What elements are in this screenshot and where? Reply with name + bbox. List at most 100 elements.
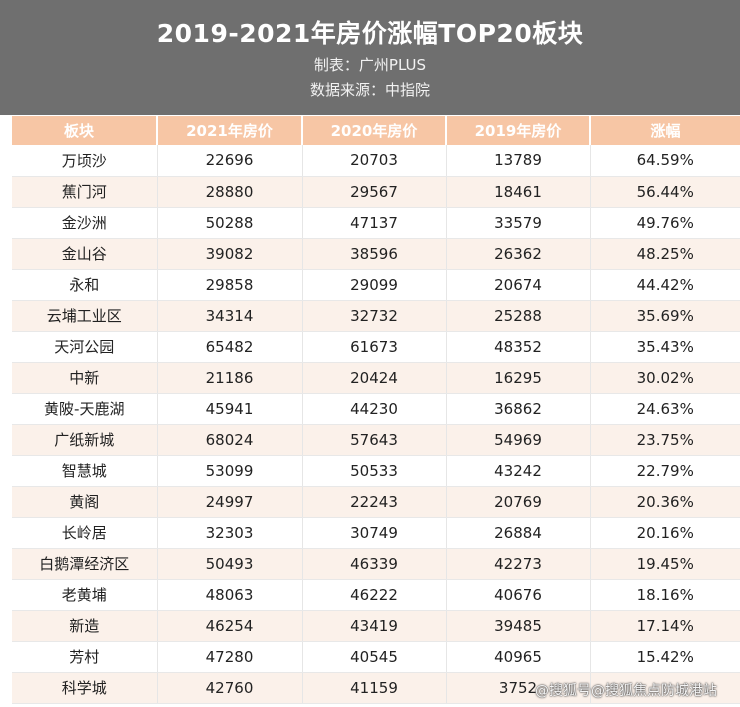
price-2019-cell: 36862 [446, 393, 591, 425]
price-2019-cell: 16295 [446, 362, 591, 394]
district-cell: 天河公园 [12, 331, 158, 363]
growth-cell: 56.44% [590, 176, 740, 208]
price-2020-cell: 32732 [302, 300, 447, 332]
page-title: 2019-2021年房价涨幅TOP20板块 [156, 19, 584, 48]
price-2020-cell: 38596 [302, 238, 447, 270]
price-2021-cell: 68024 [157, 424, 303, 456]
producer-credit: 制表：广州PLUS [313, 56, 427, 74]
district-cell: 白鹅潭经济区 [12, 548, 158, 580]
price-2021-cell: 45941 [157, 393, 303, 425]
price-2020-cell: 50533 [302, 455, 447, 487]
district-cell: 蕉门河 [12, 176, 158, 208]
table-body: 万顷沙 22696 20703 13789 64.59% 蕉门河 28880 29567 184… [12, 145, 740, 704]
price-2019-cell: 3752 [446, 672, 591, 704]
table-row: 金山谷 39082 38596 26362 48.25% [12, 238, 740, 270]
price-2021-cell: 46254 [157, 610, 303, 642]
price-2019-cell: 40676 [446, 579, 591, 611]
price-2019-cell: 13789 [446, 145, 591, 177]
price-2019-cell: 43242 [446, 455, 591, 487]
growth-cell: 23.75% [590, 424, 740, 456]
price-2021-cell: 48063 [157, 579, 303, 611]
growth-cell: 35.43% [590, 331, 740, 363]
price-2020-cell: 29567 [302, 176, 447, 208]
table-row: 黄陂-天鹿湖 45941 44230 36862 24.63% [12, 393, 740, 425]
price-2021-cell: 24997 [157, 486, 303, 518]
table-row: 金沙洲 50288 47137 33579 49.76% [12, 207, 740, 239]
price-2019-cell: 20769 [446, 486, 591, 518]
watermark-text: @搜狐号@搜狐焦点防城港站 [535, 683, 717, 699]
district-cell: 老黄埔 [12, 579, 158, 611]
price-2021-cell: 47280 [157, 641, 303, 673]
district-cell: 芳村 [12, 641, 158, 673]
table-row: 芳村 47280 40545 40965 15.42% [12, 641, 740, 673]
price-2019-cell: 33579 [446, 207, 591, 239]
table-row: 万顷沙 22696 20703 13789 64.59% [12, 145, 740, 177]
table-row: 老黄埔 48063 46222 40676 18.16% [12, 579, 740, 611]
table-row: 长岭居 32303 30749 26884 20.16% [12, 517, 740, 549]
growth-cell: 20.16% [590, 517, 740, 549]
table-row: 中新 21186 20424 16295 30.02% [12, 362, 740, 394]
price-2019-cell: 25288 [446, 300, 591, 332]
growth-cell: 20.36% [590, 486, 740, 518]
growth-cell: 44.42% [590, 269, 740, 301]
district-cell: 新造 [12, 610, 158, 642]
price-2021-cell: 39082 [157, 238, 303, 270]
price-2020-cell: 20703 [302, 145, 447, 177]
table-row: 科学城 42760 41159 3752 [12, 672, 740, 704]
price-2021-cell: 29858 [157, 269, 303, 301]
price-2020-cell: 29099 [302, 269, 447, 301]
price-2021-cell: 28880 [157, 176, 303, 208]
district-cell: 金沙洲 [12, 207, 158, 239]
table-row: 黄阁 24997 22243 20769 20.36% [12, 486, 740, 518]
column-header-2019-price: 2019年房价 [446, 116, 591, 145]
price-2019-cell: 40965 [446, 641, 591, 673]
price-2020-cell: 46339 [302, 548, 447, 580]
price-2020-cell: 61673 [302, 331, 447, 363]
price-2019-cell: 42273 [446, 548, 591, 580]
district-cell: 万顷沙 [12, 145, 158, 177]
growth-cell: 30.02% [590, 362, 740, 394]
table-row: 智慧城 53099 50533 43242 22.79% [12, 455, 740, 487]
district-cell: 金山谷 [12, 238, 158, 270]
price-2021-cell: 32303 [157, 517, 303, 549]
price-2021-cell: 21186 [157, 362, 303, 394]
price-2019-cell: 48352 [446, 331, 591, 363]
growth-cell: 22.79% [590, 455, 740, 487]
growth-cell: 18.16% [590, 579, 740, 611]
price-2021-cell: 22696 [157, 145, 303, 177]
price-2020-cell: 57643 [302, 424, 447, 456]
table-row: 天河公园 65482 61673 48352 35.43% [12, 331, 740, 363]
district-cell: 智慧城 [12, 455, 158, 487]
price-2019-cell: 26884 [446, 517, 591, 549]
column-header-growth: 涨幅 [590, 116, 740, 145]
price-2020-cell: 47137 [302, 207, 447, 239]
column-header-2021-price: 2021年房价 [157, 116, 303, 145]
price-2020-cell: 46222 [302, 579, 447, 611]
table-row: 白鹅潭经济区 50493 46339 42273 19.45% [12, 548, 740, 580]
district-cell: 永和 [12, 269, 158, 301]
growth-cell [590, 672, 740, 704]
price-2019-cell: 54969 [446, 424, 591, 456]
price-2020-cell: 20424 [302, 362, 447, 394]
table-row: 新造 46254 43419 39485 17.14% [12, 610, 740, 642]
table-row: 永和 29858 29099 20674 44.42% [12, 269, 740, 301]
price-2020-cell: 41159 [302, 672, 447, 704]
growth-cell: 19.45% [590, 548, 740, 580]
district-cell: 科学城 [12, 672, 158, 704]
price-2019-cell: 26362 [446, 238, 591, 270]
price-2021-cell: 53099 [157, 455, 303, 487]
district-cell: 长岭居 [12, 517, 158, 549]
price-2021-cell: 65482 [157, 331, 303, 363]
data-source: 数据来源：中指院 [309, 81, 430, 99]
district-cell: 黄阁 [12, 486, 158, 518]
price-2020-cell: 44230 [302, 393, 447, 425]
table-row: 蕉门河 28880 29567 18461 56.44% [12, 176, 740, 208]
price-2020-cell: 22243 [302, 486, 447, 518]
district-cell: 中新 [12, 362, 158, 394]
column-header-2020-price: 2020年房价 [302, 116, 447, 145]
price-2019-cell: 20674 [446, 269, 591, 301]
district-cell: 云埔工业区 [12, 300, 158, 332]
price-2019-cell: 39485 [446, 610, 591, 642]
table-header-row: 板块 2021年房价 2020年房价 2019年房价 涨幅 [12, 116, 740, 145]
growth-cell: 49.76% [590, 207, 740, 239]
